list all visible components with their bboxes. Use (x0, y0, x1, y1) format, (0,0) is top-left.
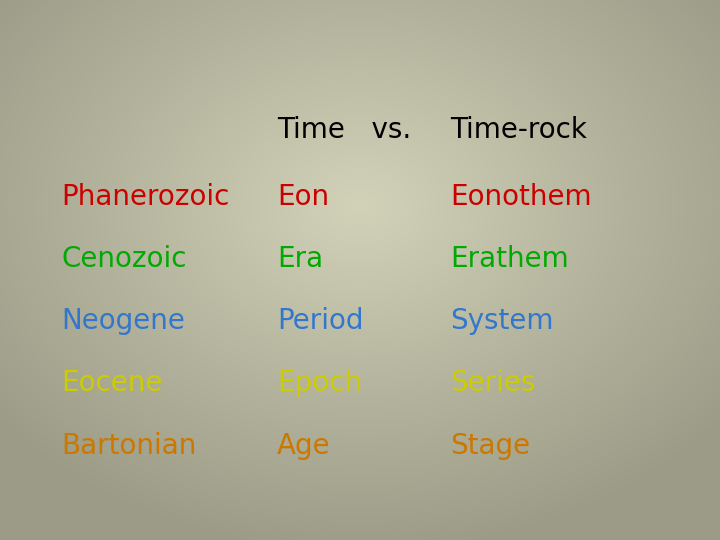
Text: Eonothem: Eonothem (450, 183, 592, 211)
Text: System: System (450, 307, 554, 335)
Text: Epoch: Epoch (277, 369, 362, 397)
Text: Cenozoic: Cenozoic (61, 245, 186, 273)
Text: Series: Series (450, 369, 536, 397)
Text: Age: Age (277, 431, 330, 460)
Text: Neogene: Neogene (61, 307, 185, 335)
Text: Time   vs.: Time vs. (277, 116, 411, 144)
Text: Period: Period (277, 307, 364, 335)
Text: Era: Era (277, 245, 323, 273)
Text: Stage: Stage (450, 431, 530, 460)
Text: Phanerozoic: Phanerozoic (61, 183, 230, 211)
Text: Eocene: Eocene (61, 369, 163, 397)
Text: Erathem: Erathem (450, 245, 569, 273)
Text: Bartonian: Bartonian (61, 431, 197, 460)
Text: Time-rock: Time-rock (450, 116, 587, 144)
Text: Eon: Eon (277, 183, 329, 211)
